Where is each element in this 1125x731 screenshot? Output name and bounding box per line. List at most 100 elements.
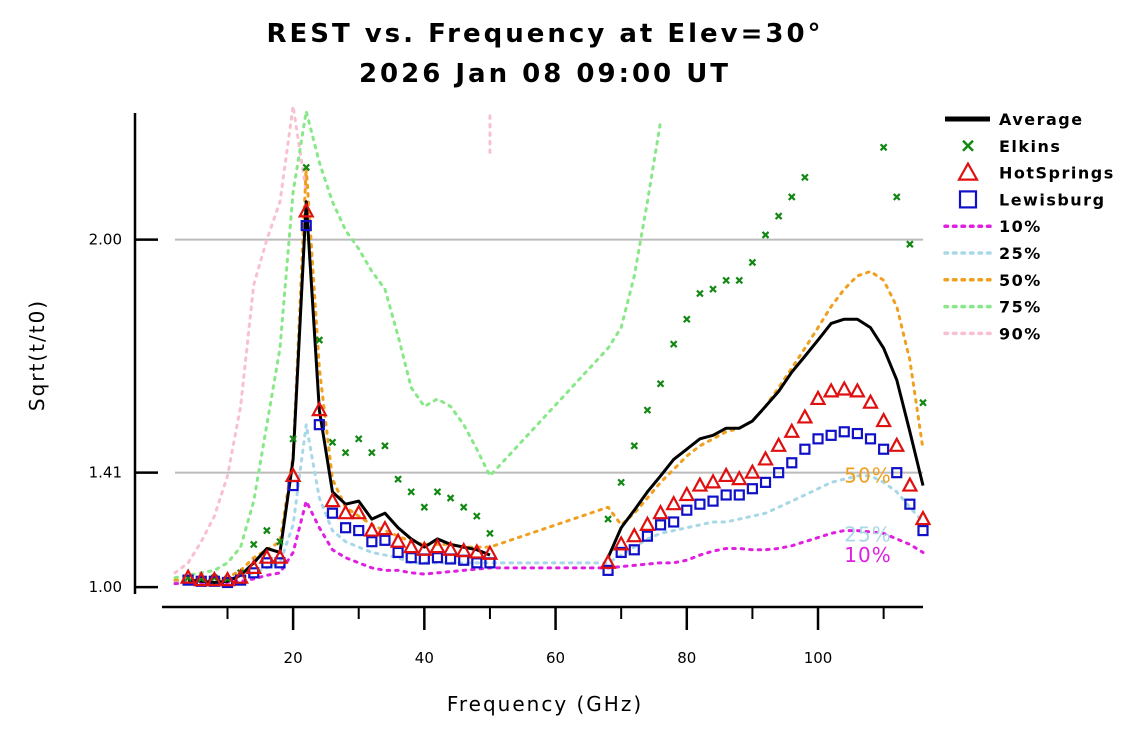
series-10pct-line — [173, 499, 925, 586]
annotation-50pct: 50% — [844, 463, 891, 487]
annotation-10pct: 10% — [844, 543, 891, 567]
series-elkins-point — [906, 240, 914, 248]
series-average-line — [187, 200, 491, 584]
series-elkins-point — [761, 231, 770, 239]
series-hotsprings-point — [311, 400, 328, 417]
series-hotsprings-point — [822, 382, 840, 398]
series-lewisburg-point — [746, 483, 759, 495]
series-elkins-point — [420, 503, 429, 511]
axes: 1.00 1.41 2.00 20 40 60 80 100 — [89, 113, 923, 667]
y-tick-label: 1.00 — [89, 578, 122, 596]
x-tick-label: 80 — [677, 649, 696, 667]
series-hotsprings-point — [429, 537, 446, 554]
x-tick-label: 20 — [284, 649, 303, 667]
legend-elkins-swatch — [962, 139, 974, 152]
series-lewisburg-point — [366, 536, 378, 548]
series-elkins-point — [722, 276, 730, 285]
series-elkins-point — [276, 537, 284, 546]
series-elkins-point — [735, 276, 744, 285]
series-hotsprings-point — [730, 469, 748, 486]
series-lewisburg-point — [759, 476, 772, 488]
series-hotsprings-point — [599, 553, 617, 569]
legend-lewisburg-label: Lewisburg — [999, 190, 1106, 209]
series-lewisburg-point — [431, 552, 444, 564]
series-hotsprings-point — [862, 393, 879, 409]
series-lewisburg-point — [602, 564, 614, 576]
series-hotsprings-point — [219, 570, 236, 587]
series-elkins-point — [919, 398, 927, 407]
y-tick-label: 2.00 — [89, 231, 122, 249]
series-hotsprings-point — [350, 503, 368, 520]
series-hotsprings-point — [625, 526, 643, 543]
series-hotsprings-point — [284, 466, 302, 483]
series-lewisburg-point — [812, 433, 824, 445]
series-elkins-point — [328, 438, 337, 447]
series-lewisburg-point — [825, 429, 837, 441]
series-hotsprings-point — [402, 537, 420, 554]
series-hotsprings-point — [901, 476, 919, 492]
series-lewisburg-point — [917, 524, 929, 537]
series-lewisburg-point — [799, 443, 811, 455]
series-lewisburg-point — [864, 433, 877, 445]
series-elkins-point — [368, 448, 376, 457]
series-hotsprings-point — [297, 202, 315, 218]
series-elkins-point — [473, 512, 481, 520]
legend-hotsprings-swatch — [957, 161, 979, 181]
series-hotsprings-point — [206, 570, 223, 587]
series-elkins-point — [407, 488, 415, 496]
series-hotsprings-point — [179, 568, 197, 584]
series-elkins-point — [486, 529, 494, 538]
series-hotsprings-point — [665, 494, 683, 511]
x-tick-label: 40 — [415, 649, 434, 667]
series-lewisburg-point — [379, 534, 391, 546]
legend-average-label: Average — [999, 110, 1084, 129]
plot-area — [173, 104, 932, 589]
series-lewisburg-point — [707, 495, 719, 507]
series-hotsprings-point — [639, 515, 656, 531]
x-axis-label: Frequency (GHz) — [447, 692, 643, 716]
series-lewisburg-point — [615, 546, 627, 559]
series-elkins-point — [433, 488, 442, 496]
legend-50pct-label: 50% — [999, 271, 1042, 290]
series-lewisburg-point — [720, 489, 732, 501]
series-elkins-point — [879, 143, 888, 152]
series-hotsprings-point — [612, 535, 630, 551]
series-lewisburg-point — [681, 504, 693, 516]
series-hotsprings-point — [442, 540, 459, 556]
series-hotsprings-point — [363, 521, 381, 537]
series-hotsprings-point — [888, 436, 906, 452]
legend-hotsprings-label: HotSprings — [999, 164, 1115, 183]
y-tick-label: 1.41 — [89, 464, 122, 482]
series-lewisburg-point — [326, 507, 339, 519]
series-lewisburg-point — [694, 498, 706, 510]
series-hotsprings-point — [415, 540, 433, 556]
series-hotsprings-point — [324, 491, 341, 508]
series-lewisburg-point — [878, 443, 890, 455]
series-hotsprings-point — [809, 389, 827, 406]
series-lewisburg-point — [300, 219, 312, 232]
series-hotsprings-point — [337, 503, 354, 520]
series-lewisburg-point — [641, 530, 654, 542]
series-hotsprings-point — [389, 532, 407, 548]
series-elkins-point — [630, 442, 639, 450]
legend-10pct-label: 10% — [999, 217, 1042, 236]
annotation-25pct: 25% — [844, 522, 891, 546]
series-hotsprings-point — [258, 548, 276, 564]
series-lewisburg-point — [392, 546, 404, 559]
legend: Average Elkins HotSprings Lewisburg 10% 25% 50… — [943, 110, 1115, 343]
series-hotsprings-point — [481, 544, 499, 560]
gridlines — [175, 238, 923, 474]
series-elkins-point — [683, 315, 691, 324]
series-hotsprings-point — [835, 380, 853, 396]
series-lewisburg-point — [891, 467, 903, 479]
series-lewisburg-point — [313, 419, 325, 431]
series-elkins-point — [643, 406, 652, 414]
series-elkins-point — [801, 173, 809, 182]
series-elkins-point — [617, 478, 625, 487]
series-elkins-point — [302, 163, 311, 172]
series-elkins-point — [892, 193, 901, 201]
legend-lewisburg-swatch — [958, 190, 978, 209]
series-hotsprings-point — [849, 382, 866, 398]
series-lewisburg-point — [339, 522, 352, 534]
